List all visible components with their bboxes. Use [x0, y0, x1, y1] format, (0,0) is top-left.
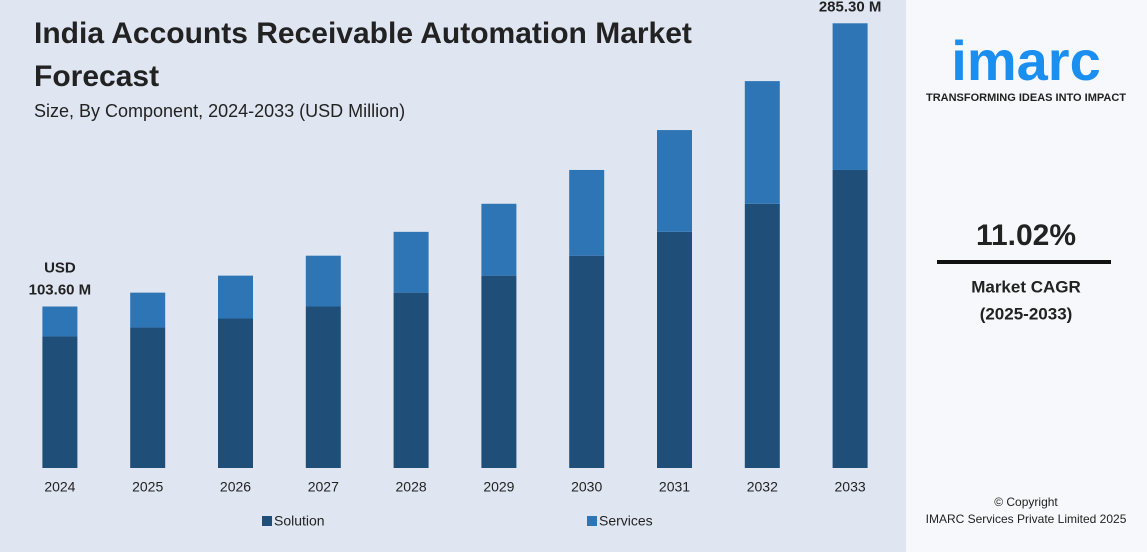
- legend-swatch: [587, 516, 597, 526]
- x-tick-label: 2029: [483, 479, 514, 495]
- bar-segment: [218, 275, 253, 319]
- bar-segment: [832, 23, 868, 170]
- cagr-label: Market CAGR: [971, 277, 1081, 296]
- bar-segment: [130, 292, 166, 328]
- chart-subtitle: Size, By Component, 2024-2033 (USD Milli…: [34, 101, 405, 121]
- cagr-period: (2025-2033): [980, 304, 1073, 323]
- x-tick-label: 2030: [571, 479, 602, 495]
- bar-segment: [130, 327, 166, 468]
- x-tick-label: 2032: [747, 479, 778, 495]
- legend-label: Solution: [274, 513, 325, 529]
- bar-segment: [393, 292, 429, 468]
- bar-segment: [481, 275, 517, 468]
- bar-segment: [744, 203, 780, 469]
- side-panel: [906, 0, 1147, 552]
- logo: imarc: [951, 29, 1100, 92]
- bar-segment: [744, 81, 780, 204]
- bar-segment: [481, 203, 517, 276]
- chart-title: India Accounts Receivable Automation Mar…: [34, 17, 692, 93]
- bar-segment: [569, 169, 605, 256]
- cagr-value: 11.02%: [976, 219, 1076, 252]
- legend-swatch: [262, 516, 272, 526]
- legend-label: Services: [599, 513, 653, 529]
- bar-segment: [305, 306, 341, 468]
- annotation: 285.30 M: [819, 0, 882, 15]
- bar-segment: [42, 306, 78, 337]
- bar-segment: [218, 318, 253, 468]
- copyright: © Copyright: [994, 495, 1058, 509]
- divider: [937, 260, 1111, 264]
- bar-segment: [393, 231, 429, 293]
- bar-segment: [305, 255, 341, 307]
- annotation: USD: [44, 259, 76, 276]
- x-tick-label: 2031: [659, 479, 690, 495]
- bar-segment: [657, 231, 692, 468]
- x-tick-label: 2025: [132, 479, 163, 495]
- tagline: TRANSFORMING IDEAS INTO IMPACT: [926, 92, 1126, 104]
- x-tick-label: 2028: [396, 479, 427, 495]
- company: IMARC Services Private Limited 2025: [926, 512, 1127, 526]
- bar-segment: [832, 169, 868, 468]
- annotation: 103.60 M: [29, 281, 92, 298]
- x-tick-label: 2027: [308, 479, 339, 495]
- bar-segment: [42, 336, 78, 468]
- x-tick-label: 2033: [835, 479, 866, 495]
- x-tick-label: 2024: [44, 479, 75, 495]
- x-tick-label: 2026: [220, 479, 251, 495]
- bar-segment: [657, 130, 692, 232]
- bar-segment: [569, 255, 605, 468]
